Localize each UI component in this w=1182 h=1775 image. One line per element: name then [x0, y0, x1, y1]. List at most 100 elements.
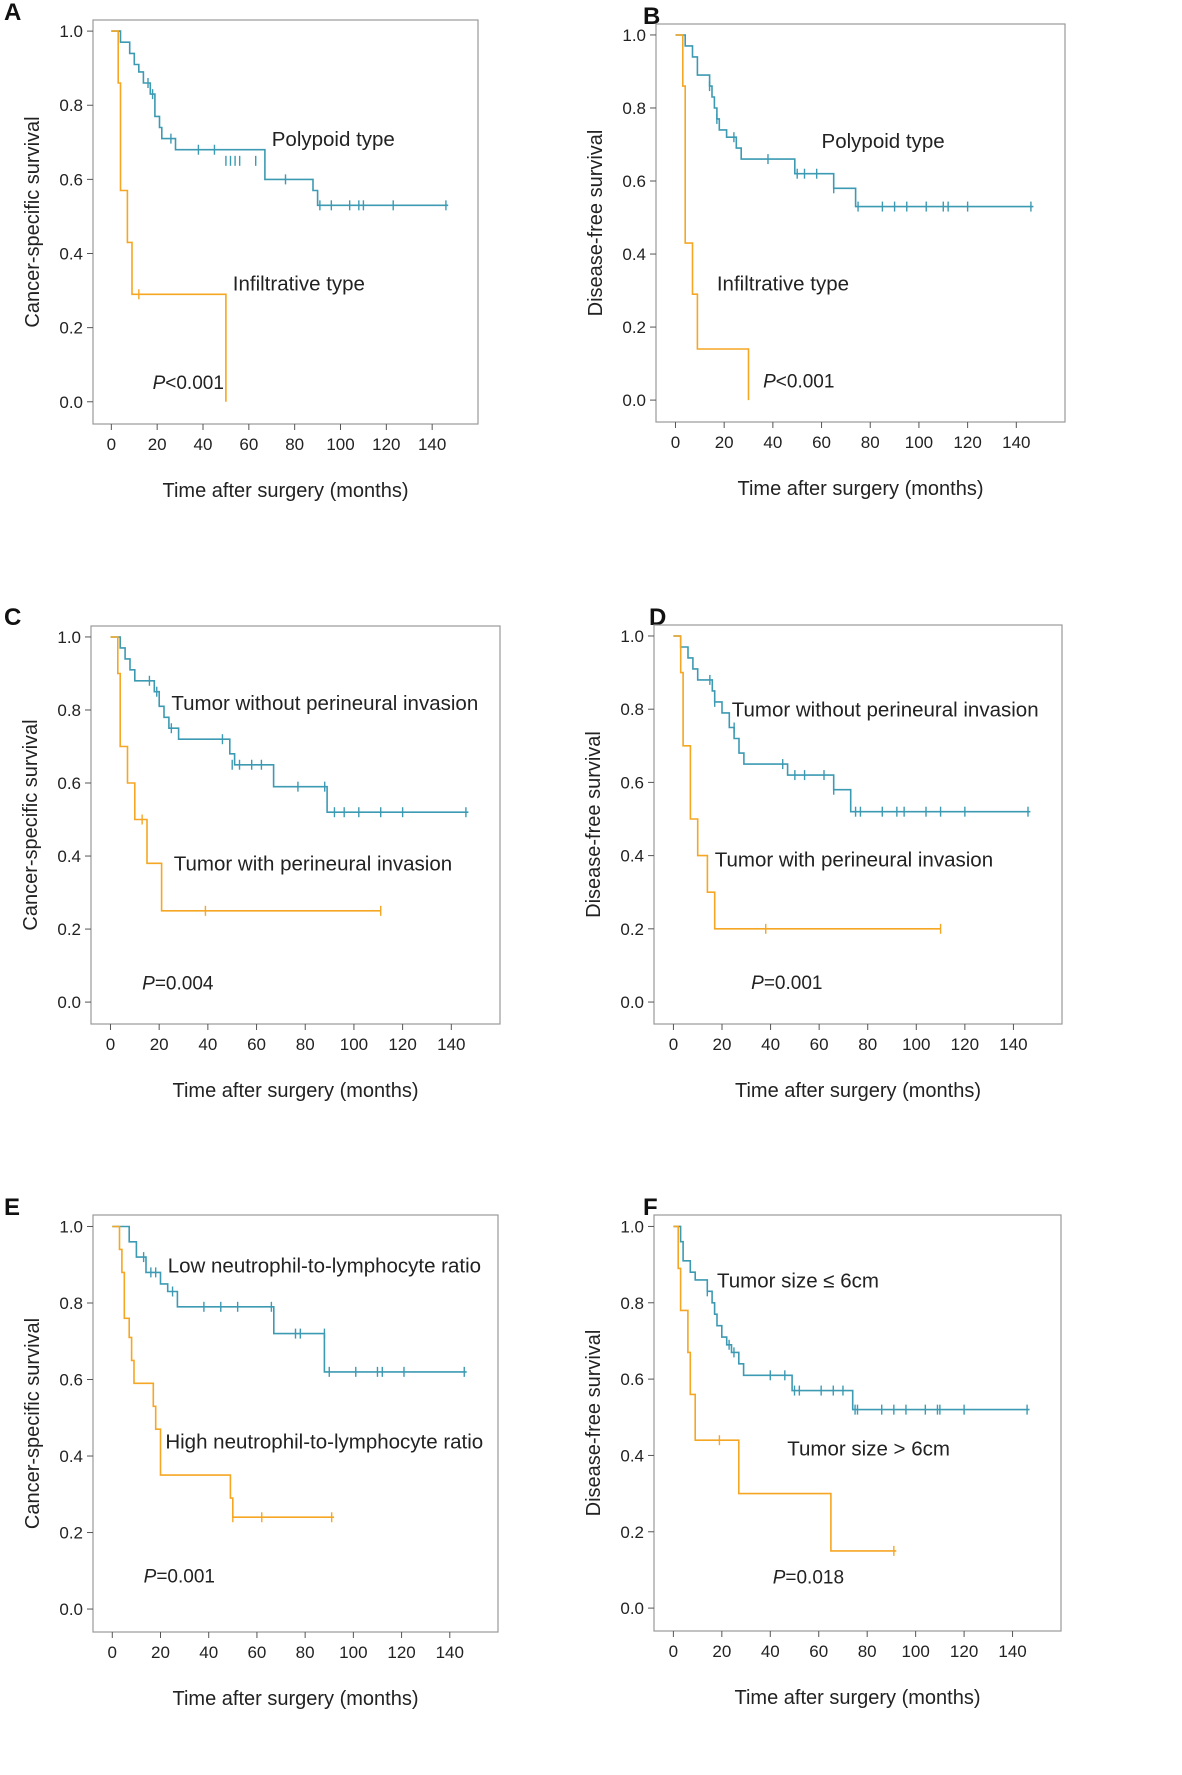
series-line-0: [110, 636, 469, 813]
y-tick-label: 0.4: [620, 847, 644, 866]
plot-frame: [92, 19, 479, 425]
p-value: P=0.004: [142, 973, 214, 994]
x-tick-label: 40: [761, 1035, 780, 1054]
x-tick-label: 0: [669, 1642, 678, 1661]
plot-frame: [90, 625, 501, 1025]
x-tick-label: 40: [761, 1642, 780, 1661]
y-tick-label: 0.8: [59, 1294, 83, 1313]
y-tick-label: 0.4: [57, 847, 81, 866]
y-tick-label: 0.2: [620, 1523, 644, 1542]
series-line-1: [112, 1225, 335, 1519]
y-tick-label: 0.0: [59, 393, 83, 412]
x-tick-label: 80: [296, 1643, 315, 1662]
panel-d: D 0.0 0.2 0.4 0.6 0.8 1.0 0 20 40 60 80 100 120 140 Tim…: [583, 604, 1063, 1102]
x-tick-label: 140: [998, 1642, 1026, 1661]
plot-frame: [653, 1214, 1062, 1632]
y-tick-label: 0.4: [620, 1446, 644, 1465]
x-tick-label: 60: [247, 1643, 266, 1662]
y-axis-label: Disease-free survival: [583, 731, 605, 918]
x-tick-label: 140: [437, 1035, 465, 1054]
y-tick-label: 0.2: [59, 319, 83, 338]
series-annotation: Tumor with perineural invasion: [715, 849, 993, 872]
x-tick-label: 120: [388, 1035, 416, 1054]
plot-frame: [653, 624, 1063, 1025]
x-tick-label: 40: [199, 1643, 218, 1662]
series-annotation: Polypoid type: [272, 128, 395, 151]
y-tick-label: 0.2: [59, 1524, 83, 1543]
x-tick-label: 80: [858, 1642, 877, 1661]
y-axis-label: Cancer-specific survival: [20, 719, 42, 930]
y-tick-label: 1.0: [59, 22, 83, 41]
y-axis-label: Disease-free survival: [583, 1330, 605, 1517]
series-annotation: High neutrophil-to-lymphocyte ratio: [165, 1430, 483, 1453]
x-tick-label: 60: [239, 435, 258, 454]
series-line-0: [675, 34, 1034, 208]
y-tick-label: 0.8: [57, 701, 81, 720]
series-annotation: Infiltrative type: [233, 273, 365, 296]
x-tick-label: 100: [905, 433, 933, 452]
panel-label: E: [4, 1194, 20, 1221]
x-axis-label: Time after surgery (months): [163, 480, 409, 502]
y-tick-label: 0.6: [620, 1370, 644, 1389]
x-tick-label: 0: [107, 435, 116, 454]
series-line-1: [673, 1225, 897, 1552]
y-tick-label: 0.8: [620, 1294, 644, 1313]
x-tick-label: 0: [106, 1035, 115, 1054]
x-tick-label: 0: [108, 1643, 117, 1662]
y-tick-label: 0.6: [620, 773, 644, 792]
y-tick-label: 0.0: [622, 391, 646, 410]
p-value: P=0.001: [751, 973, 822, 994]
y-tick-label: 1.0: [620, 627, 644, 646]
series-annotation: Tumor with perineural invasion: [174, 853, 452, 876]
x-tick-label: 0: [671, 433, 680, 452]
y-tick-label: 0.4: [59, 1447, 83, 1466]
y-tick-label: 0.2: [57, 920, 81, 939]
x-tick-label: 40: [763, 433, 782, 452]
x-tick-label: 20: [712, 1642, 731, 1661]
x-tick-label: 140: [436, 1643, 464, 1662]
y-tick-label: 0.0: [620, 1599, 644, 1618]
x-tick-label: 20: [150, 1035, 169, 1054]
plot-frame: [92, 1214, 499, 1633]
y-tick-label: 0.4: [59, 245, 83, 264]
x-axis-label: Time after surgery (months): [735, 1080, 981, 1102]
panel-label: F: [643, 1194, 658, 1221]
y-tick-label: 1.0: [59, 1217, 83, 1236]
x-tick-label: 140: [999, 1035, 1027, 1054]
x-axis-label: Time after surgery (months): [173, 1080, 419, 1102]
series-line-1: [111, 30, 227, 402]
x-tick-label: 120: [951, 1035, 979, 1054]
y-tick-label: 1.0: [620, 1217, 644, 1236]
series-annotation: Tumor without perineural invasion: [732, 699, 1039, 722]
p-value: P<0.001: [153, 373, 224, 394]
series-line-1: [110, 636, 381, 912]
y-tick-label: 0.8: [59, 96, 83, 115]
p-value: P=0.001: [144, 1566, 215, 1587]
x-tick-label: 60: [812, 433, 831, 452]
y-tick-label: 0.0: [57, 993, 81, 1012]
x-axis-label: Time after surgery (months): [738, 478, 984, 500]
x-axis-label: Time after surgery (months): [173, 1688, 419, 1710]
y-tick-label: 1.0: [57, 628, 81, 647]
panel-f: F 0.0 0.2 0.4 0.6 0.8 1.0 0 20 40 60 80 100 120 140 Tim…: [583, 1194, 1062, 1709]
x-axis-label: Time after surgery (months): [735, 1687, 981, 1709]
series-line-0: [673, 1225, 1030, 1411]
panel-b: B 0.0 0.2 0.4 0.6 0.8 1.0 0 20 40 60 80 100 120 140 Tim…: [585, 3, 1066, 500]
series-annotation: Polypoid type: [822, 130, 945, 153]
series-annotation: Low neutrophil-to-lymphocyte ratio: [168, 1254, 481, 1277]
series-line-1: [673, 635, 941, 930]
x-tick-label: 80: [296, 1035, 315, 1054]
x-tick-label: 20: [148, 435, 167, 454]
series-line-0: [112, 1225, 467, 1373]
y-tick-label: 0.2: [620, 920, 644, 939]
y-axis-label: Disease-free survival: [585, 130, 607, 317]
y-tick-label: 0.0: [620, 993, 644, 1012]
y-tick-label: 0.6: [59, 1371, 83, 1390]
panel-label: B: [643, 3, 660, 30]
y-tick-label: 1.0: [622, 26, 646, 45]
y-tick-label: 0.4: [622, 245, 646, 264]
y-axis-label: Cancer-specific survival: [22, 116, 44, 327]
panel-label: A: [4, 0, 21, 26]
x-tick-label: 120: [387, 1643, 415, 1662]
y-tick-label: 0.6: [59, 170, 83, 189]
